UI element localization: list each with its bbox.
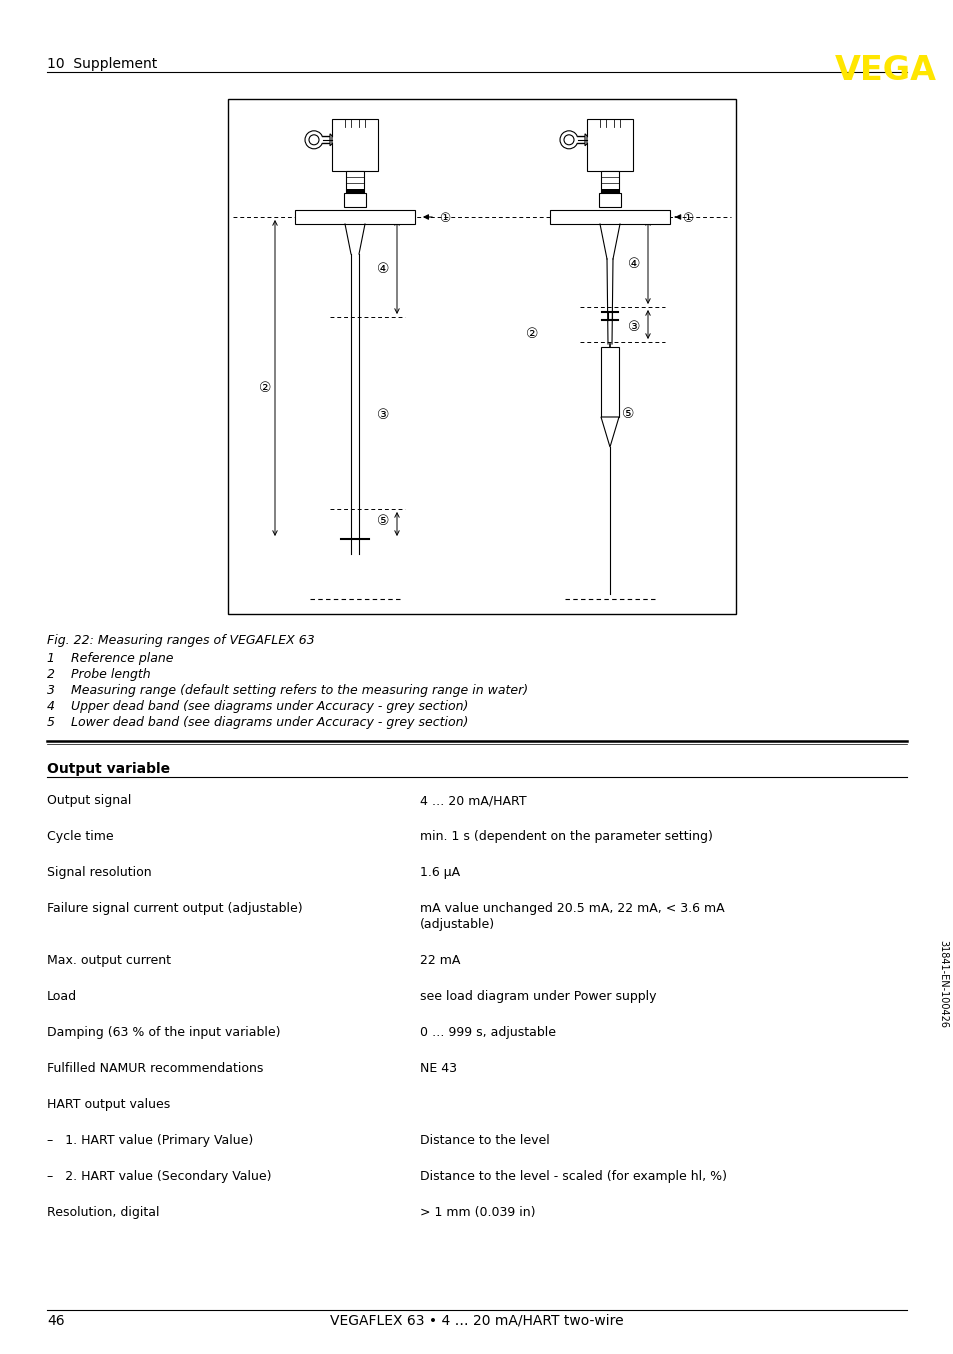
Text: 5    Lower dead band (see diagrams under Accuracy - grey section): 5 Lower dead band (see diagrams under Ac… [47, 716, 468, 728]
Text: 1.6 μA: 1.6 μA [419, 867, 459, 879]
Text: 46: 46 [47, 1313, 65, 1328]
Text: ⑤: ⑤ [621, 408, 634, 421]
Text: Signal resolution: Signal resolution [47, 867, 152, 879]
Text: ⑤: ⑤ [376, 515, 389, 528]
Text: ③: ③ [627, 320, 639, 334]
Text: 4    Upper dead band (see diagrams under Accuracy - grey section): 4 Upper dead band (see diagrams under Ac… [47, 700, 468, 714]
Polygon shape [330, 134, 332, 146]
Bar [228, 99, 735, 613]
Text: > 1 mm (0.039 in): > 1 mm (0.039 in) [419, 1206, 535, 1219]
Text: ②: ② [525, 328, 537, 341]
Text: 1    Reference plane: 1 Reference plane [47, 653, 173, 665]
Bar [550, 210, 669, 223]
Bar [600, 190, 618, 194]
Polygon shape [584, 134, 586, 146]
Bar [586, 119, 633, 171]
Text: (adjustable): (adjustable) [419, 918, 495, 932]
Text: Cycle time: Cycle time [47, 830, 113, 844]
Text: Output variable: Output variable [47, 762, 170, 776]
Text: Fig. 22: Measuring ranges of VEGAFLEX 63: Fig. 22: Measuring ranges of VEGAFLEX 63 [47, 634, 314, 647]
Text: 3    Measuring range (default setting refers to the measuring range in water): 3 Measuring range (default setting refer… [47, 684, 528, 697]
Text: VEGA: VEGA [834, 54, 936, 87]
Text: Max. output current: Max. output current [47, 955, 171, 967]
Text: mA value unchanged 20.5 mA, 22 mA, < 3.6 mA: mA value unchanged 20.5 mA, 22 mA, < 3.6… [419, 902, 724, 915]
Text: –   2. HART value (Secondary Value): – 2. HART value (Secondary Value) [47, 1170, 272, 1183]
Text: 22 mA: 22 mA [419, 955, 460, 967]
Bar [346, 171, 364, 194]
Text: Distance to the level: Distance to the level [419, 1135, 549, 1147]
Text: ④: ④ [627, 257, 639, 271]
Bar [332, 119, 377, 171]
Text: Resolution, digital: Resolution, digital [47, 1206, 159, 1219]
Circle shape [309, 135, 318, 145]
Text: min. 1 s (dependent on the parameter setting): min. 1 s (dependent on the parameter set… [419, 830, 712, 844]
Text: NE 43: NE 43 [419, 1062, 456, 1075]
Circle shape [559, 131, 578, 149]
Text: 4 … 20 mA/HART: 4 … 20 mA/HART [419, 793, 526, 807]
Bar [600, 171, 618, 194]
Bar [598, 194, 620, 207]
Polygon shape [600, 417, 618, 447]
Bar [346, 190, 364, 194]
Text: Distance to the level - scaled (for example hl, %): Distance to the level - scaled (for exam… [419, 1170, 726, 1183]
Text: see load diagram under Power supply: see load diagram under Power supply [419, 990, 656, 1003]
Circle shape [305, 131, 323, 149]
Text: ④: ④ [376, 263, 389, 276]
Text: –   1. HART value (Primary Value): – 1. HART value (Primary Value) [47, 1135, 253, 1147]
Text: 0 … 999 s, adjustable: 0 … 999 s, adjustable [419, 1026, 556, 1039]
Text: Output signal: Output signal [47, 793, 132, 807]
Circle shape [563, 135, 574, 145]
Text: Failure signal current output (adjustable): Failure signal current output (adjustabl… [47, 902, 302, 915]
Text: Damping (63 % of the input variable): Damping (63 % of the input variable) [47, 1026, 280, 1039]
Text: 2    Probe length: 2 Probe length [47, 668, 151, 681]
Bar [344, 194, 366, 207]
Text: 10  Supplement: 10 Supplement [47, 57, 157, 70]
Text: ③: ③ [376, 408, 389, 422]
Text: ①: ① [681, 213, 693, 225]
Bar [600, 347, 618, 417]
Text: VEGAFLEX 63 • 4 … 20 mA/HART two-wire: VEGAFLEX 63 • 4 … 20 mA/HART two-wire [330, 1313, 623, 1328]
Text: 31841-EN-100426: 31841-EN-100426 [937, 940, 947, 1028]
Text: Load: Load [47, 990, 77, 1003]
Text: HART output values: HART output values [47, 1098, 170, 1112]
Text: ②: ② [258, 380, 271, 395]
Text: ①: ① [438, 213, 450, 225]
Text: Fulfilled NAMUR recommendations: Fulfilled NAMUR recommendations [47, 1062, 263, 1075]
Bar [294, 210, 415, 223]
